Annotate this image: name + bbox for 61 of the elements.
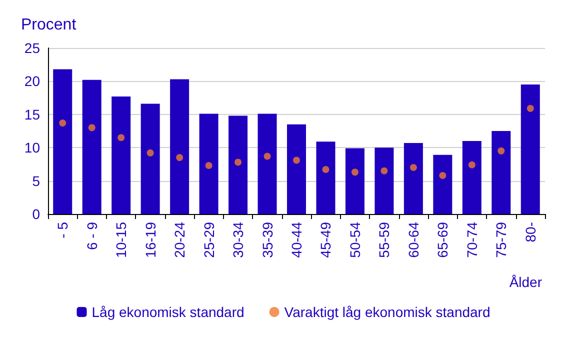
point [264,152,271,160]
y-tick-label: 5 [32,172,40,189]
point [351,168,358,176]
bar [228,116,248,214]
bar [53,69,72,214]
bar [404,142,423,214]
point [205,162,212,170]
x-axis-title: Ålder [509,274,542,290]
bar [112,96,131,214]
point [498,147,505,154]
bar [258,114,277,214]
point [146,149,154,156]
point [468,161,476,168]
x-tick-label: 45-49 [318,222,334,258]
point [410,164,417,172]
x-tick-label: 70-74 [464,222,480,258]
x-tick-label: 40-44 [288,222,304,258]
y-tick-label: 0 [32,206,40,222]
y-tick-label: 15 [24,106,40,122]
x-tick-label: 16-19 [142,222,158,258]
bar [462,140,482,214]
point [380,167,388,174]
bar [520,84,540,214]
bar [433,154,452,214]
x-tick-label: - 5 [54,222,71,238]
point [439,172,446,179]
x-tick-label: 50-54 [346,222,363,258]
point [88,124,96,132]
legend-label: Varaktigt låg ekonomisk standard [284,304,490,320]
point [118,134,125,142]
bar [140,104,160,214]
point [176,154,184,162]
y-axis-title: Procent [21,16,77,34]
bar [374,148,394,214]
point [322,166,330,174]
y-tick-label: 20 [24,73,40,90]
x-tick-label: 80- [522,222,538,242]
x-tick-label: 65-69 [434,222,451,258]
legend-label: Låg ekonomisk standard [92,304,244,320]
point [293,156,300,164]
x-tick-label: 20-24 [172,222,188,258]
bar [345,148,364,214]
bar [170,79,190,214]
bar [199,114,218,214]
point [526,104,534,112]
bar [316,142,336,214]
x-tick-label: 60-64 [405,222,422,258]
x-tick-label: 30-34 [230,222,246,258]
x-tick-label: 35-39 [259,222,276,258]
x-tick-label: 6 - 9 [84,222,100,250]
x-tick-label: 55-59 [376,222,392,258]
y-tick-label: 25 [24,40,40,56]
bar [287,124,306,214]
point [234,158,242,166]
x-tick-label: 10-15 [113,222,130,258]
y-tick-label: 10 [24,140,40,156]
bar [82,80,102,214]
bar [492,131,511,214]
x-tick-label: 25-29 [200,222,217,258]
point [59,120,66,127]
x-tick-label: 75-79 [493,222,510,258]
